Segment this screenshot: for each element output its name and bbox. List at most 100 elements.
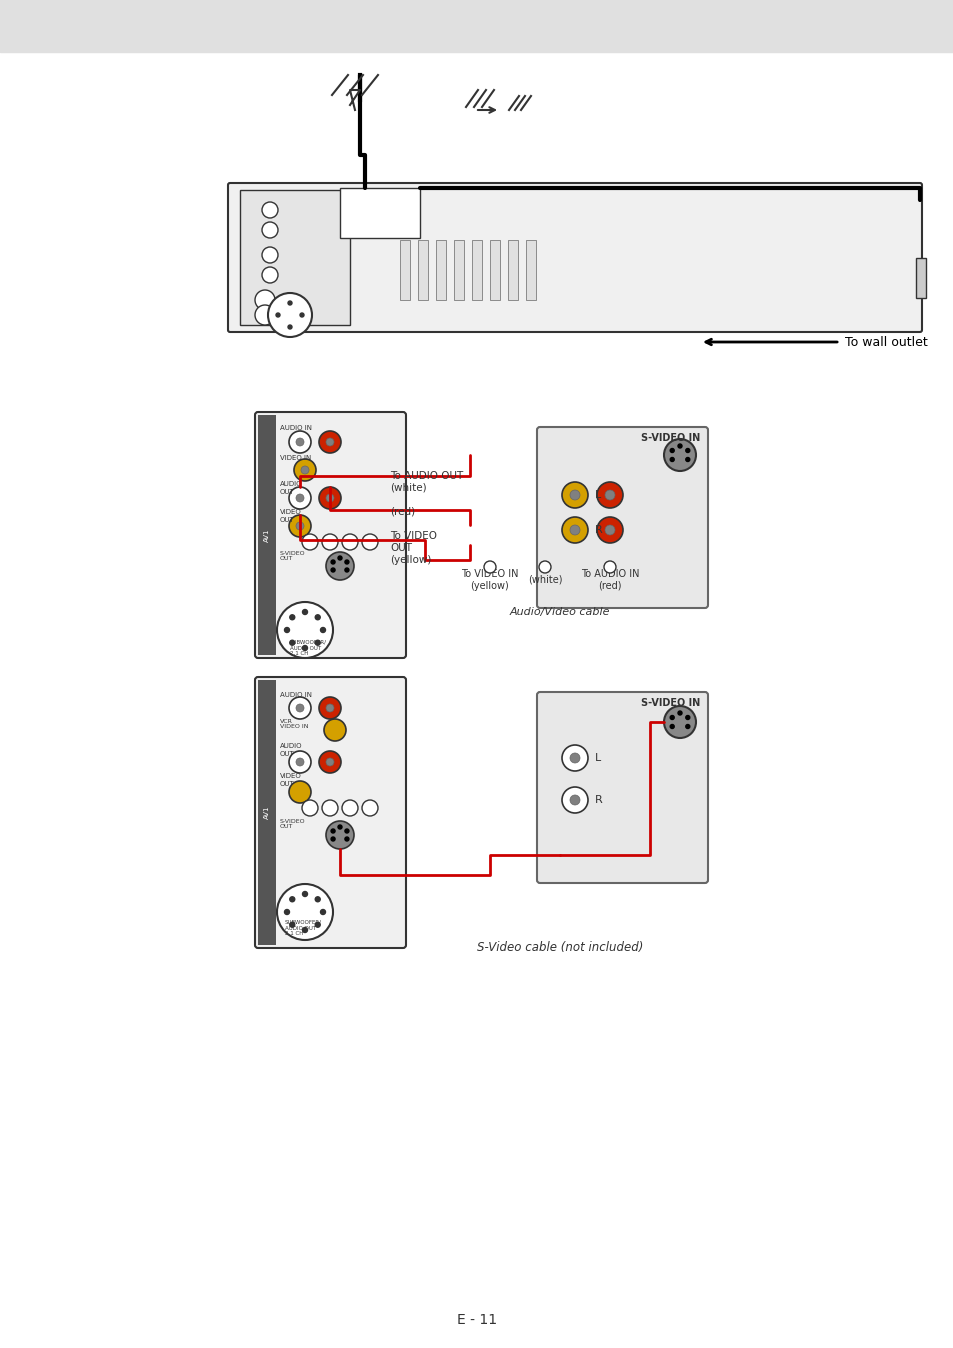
Circle shape (295, 522, 304, 530)
Circle shape (341, 799, 357, 816)
Text: AV1: AV1 (264, 528, 270, 542)
Circle shape (302, 646, 307, 651)
Circle shape (345, 837, 349, 841)
Circle shape (299, 313, 304, 317)
Circle shape (289, 751, 311, 772)
Circle shape (361, 534, 377, 550)
Text: S-VIDEO IN: S-VIDEO IN (640, 433, 700, 443)
Circle shape (288, 325, 292, 329)
Text: To wall outlet: To wall outlet (844, 336, 926, 349)
Circle shape (561, 787, 587, 813)
Text: L: L (595, 754, 600, 763)
Bar (339, 187, 419, 239)
Text: VIDEO IN: VIDEO IN (280, 456, 311, 461)
Circle shape (302, 891, 307, 896)
Circle shape (294, 460, 315, 481)
Text: (red): (red) (390, 507, 415, 518)
Circle shape (290, 615, 294, 620)
Circle shape (268, 293, 312, 337)
Text: AV1: AV1 (264, 805, 270, 818)
FancyBboxPatch shape (228, 183, 921, 332)
Circle shape (320, 910, 325, 914)
Circle shape (604, 524, 615, 535)
FancyBboxPatch shape (254, 677, 406, 948)
Circle shape (284, 628, 289, 632)
Bar (257, 415, 275, 655)
Circle shape (290, 922, 294, 927)
Text: SUBWOOFER/
AUDIO OUT
2.1 CH: SUBWOOFER/ AUDIO OUT 2.1 CH (290, 640, 327, 656)
Text: VCR
VIDEO IN: VCR VIDEO IN (280, 718, 308, 729)
Circle shape (326, 821, 354, 849)
Circle shape (302, 534, 317, 550)
Text: R: R (595, 524, 602, 535)
Circle shape (290, 896, 294, 902)
Text: AUDIO
OUT: AUDIO OUT (280, 481, 302, 495)
Text: To AUDIO IN
(red): To AUDIO IN (red) (580, 569, 639, 590)
Text: L: L (595, 491, 600, 500)
Circle shape (314, 615, 320, 620)
Circle shape (337, 825, 341, 829)
Circle shape (561, 745, 587, 771)
Circle shape (275, 313, 280, 317)
Circle shape (326, 758, 334, 766)
Text: To AUDIO OUT
(white): To AUDIO OUT (white) (390, 472, 463, 493)
Bar (507, 240, 517, 301)
Circle shape (322, 534, 337, 550)
FancyBboxPatch shape (537, 427, 707, 608)
Text: S-Video cable (not included): S-Video cable (not included) (476, 941, 642, 954)
Circle shape (597, 518, 622, 543)
Circle shape (254, 290, 274, 310)
Circle shape (569, 754, 579, 763)
Circle shape (290, 640, 294, 646)
Circle shape (337, 555, 341, 559)
Text: To VIDEO
OUT
(yellow): To VIDEO OUT (yellow) (390, 531, 436, 565)
Circle shape (320, 628, 325, 632)
Text: VIDEO
OUT: VIDEO OUT (280, 510, 301, 523)
Bar (436, 240, 446, 301)
Text: S-VIDEO IN: S-VIDEO IN (640, 698, 700, 708)
Circle shape (276, 603, 333, 658)
Circle shape (295, 438, 304, 446)
Bar (525, 240, 536, 301)
Circle shape (331, 559, 335, 563)
Circle shape (254, 305, 274, 325)
Bar (417, 240, 428, 301)
Circle shape (314, 922, 320, 927)
Circle shape (326, 438, 334, 446)
Circle shape (326, 704, 334, 712)
Circle shape (318, 431, 340, 453)
Text: (white): (white) (527, 576, 561, 585)
Text: AUDIO IN: AUDIO IN (280, 425, 312, 431)
Circle shape (295, 493, 304, 501)
Circle shape (663, 439, 696, 470)
Circle shape (262, 267, 277, 283)
Circle shape (314, 896, 320, 902)
Circle shape (289, 697, 311, 718)
Circle shape (569, 524, 579, 535)
Text: Audio/Video cable: Audio/Video cable (509, 607, 610, 617)
Circle shape (663, 706, 696, 737)
Circle shape (314, 640, 320, 646)
Circle shape (289, 515, 311, 537)
Circle shape (678, 443, 681, 448)
Circle shape (670, 449, 674, 453)
Circle shape (670, 724, 674, 728)
Bar (399, 240, 410, 301)
Circle shape (685, 716, 689, 720)
Bar (454, 240, 463, 301)
Circle shape (341, 534, 357, 550)
Bar (257, 679, 275, 945)
Text: VIDEO
OUT: VIDEO OUT (280, 774, 301, 786)
Circle shape (483, 561, 496, 573)
Text: S-VIDEO
OUT: S-VIDEO OUT (280, 818, 305, 829)
Bar (0, 0, 953, 53)
Text: E - 11: E - 11 (456, 1313, 497, 1326)
Circle shape (289, 487, 311, 510)
Text: AUDIO
OUT: AUDIO OUT (280, 744, 302, 756)
Circle shape (276, 884, 333, 940)
Circle shape (262, 247, 277, 263)
Circle shape (288, 301, 292, 305)
Circle shape (331, 568, 335, 572)
Circle shape (345, 559, 349, 563)
Circle shape (284, 910, 289, 914)
